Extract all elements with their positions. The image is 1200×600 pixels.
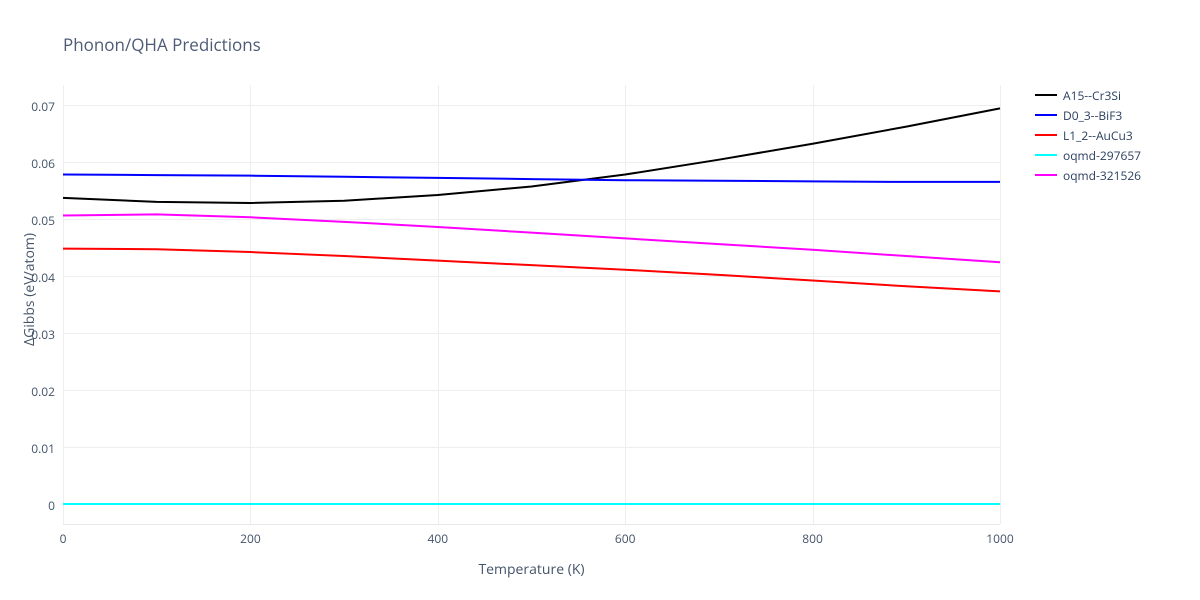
legend-item[interactable]: oqmd-321526 [1035, 165, 1141, 185]
legend-label: oqmd-297657 [1063, 147, 1141, 164]
legend-swatch [1035, 154, 1057, 156]
legend-item[interactable]: L1_2--AuCu3 [1035, 125, 1141, 145]
series-line[interactable] [63, 249, 1000, 292]
chart-container: Phonon/QHA Predictions ΔGibbs (eV/atom) … [0, 0, 1200, 600]
legend-label: A15--Cr3Si [1063, 87, 1121, 104]
series-layer [63, 85, 1000, 524]
legend: A15--Cr3Si D0_3--BiF3 L1_2--AuCu3 oqmd-2976… [1035, 85, 1141, 185]
legend-label: oqmd-321526 [1063, 167, 1141, 184]
x-tick-label: 600 [595, 530, 655, 547]
y-tick-label: 0.07 [5, 98, 55, 115]
y-tick-label: 0.01 [5, 440, 55, 457]
legend-swatch [1035, 94, 1057, 96]
legend-swatch [1035, 174, 1057, 176]
series-line[interactable] [63, 175, 1000, 182]
legend-item[interactable]: D0_3--BiF3 [1035, 105, 1141, 125]
y-tick-label: 0.05 [5, 212, 55, 229]
legend-swatch [1035, 114, 1057, 116]
x-tick-label: 1000 [970, 530, 1030, 547]
y-tick-label: 0.03 [5, 326, 55, 343]
y-tick-label: 0.02 [5, 383, 55, 400]
legend-label: D0_3--BiF3 [1063, 107, 1122, 124]
series-line[interactable] [63, 214, 1000, 262]
x-tick-label: 0 [33, 530, 93, 547]
x-tick-label: 400 [408, 530, 468, 547]
legend-item[interactable]: A15--Cr3Si [1035, 85, 1141, 105]
y-tick-label: 0.04 [5, 269, 55, 286]
chart-title: Phonon/QHA Predictions [63, 33, 261, 56]
x-tick-label: 200 [220, 530, 280, 547]
series-line[interactable] [63, 108, 1000, 203]
gridline-v [1000, 85, 1001, 524]
legend-item[interactable]: oqmd-297657 [1035, 145, 1141, 165]
x-tick-label: 800 [783, 530, 843, 547]
legend-swatch [1035, 134, 1057, 136]
y-tick-label: 0.06 [5, 155, 55, 172]
plot-area[interactable]: 0200400600800100000.010.020.030.040.050.… [63, 85, 1000, 525]
x-axis-label: Temperature (K) [63, 560, 1000, 579]
y-tick-label: 0 [5, 497, 55, 514]
legend-label: L1_2--AuCu3 [1063, 127, 1133, 144]
